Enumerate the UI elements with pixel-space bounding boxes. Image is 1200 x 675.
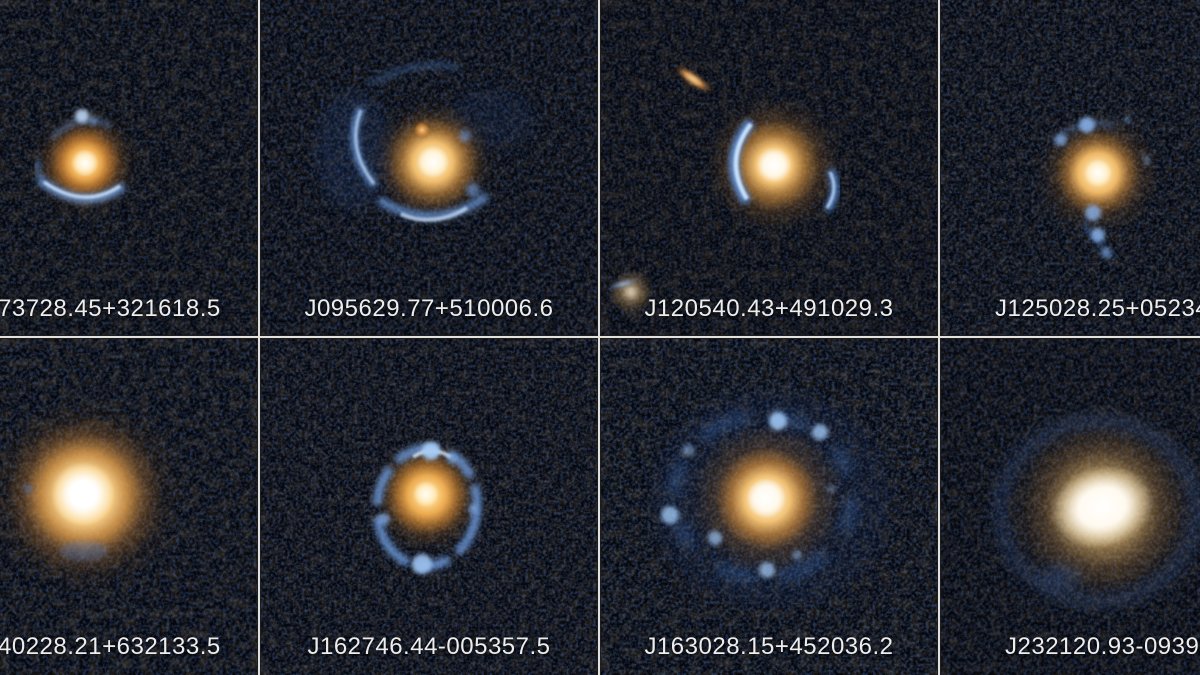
ring-knot-top (75, 109, 89, 123)
lens-panel-4: J125028.25+052349 (941, 0, 1200, 335)
einstein-ring-arcs (993, 414, 1200, 608)
ring-knot-upper-right (1123, 116, 1131, 124)
einstein-ring-arcs (1050, 116, 1151, 261)
lens-galaxy-core (746, 478, 786, 518)
ring-arc-right-bright (825, 171, 836, 209)
panel-label: J095629.77+510006.6 (304, 295, 554, 322)
ring-arc-bottom-faint (60, 541, 108, 561)
einstein-ring-arcs (661, 412, 856, 582)
lens-galaxy-core (1084, 159, 1112, 187)
ring-knot-bottom3 (1101, 248, 1111, 258)
ring-arc-left-bright (733, 122, 753, 201)
lens-panel-5: 40228.21+632133.5 (0, 339, 257, 675)
ring-knot-lower-left (708, 531, 722, 545)
faint-blue-rim (993, 414, 1200, 608)
ring-knot-top (769, 412, 787, 430)
ring-arc-lower-faint (1080, 220, 1116, 261)
panel-label: J162746.44-005357.5 (307, 633, 551, 660)
lens-panel-8: J232120.93-093910 (941, 339, 1200, 675)
lens-panel-1: 73728.45+321618.5 (0, 0, 257, 335)
ring-knot-right (1143, 156, 1151, 164)
ring-arc-bottom (376, 192, 490, 221)
lens-galaxy-core (756, 147, 792, 183)
einstein-ring-arcs (34, 109, 127, 203)
lens-galaxy-core (417, 146, 449, 178)
ring-knot-left (378, 513, 390, 525)
panel-label: J232120.93-093910 (1005, 633, 1200, 660)
lens-panel-7: J163028.15+452036.2 (601, 339, 937, 675)
faint-blue-patch (1041, 564, 1081, 588)
lens-panel-3: J120540.43+491029.3 (601, 0, 937, 335)
einstein-ring-arcs (350, 61, 490, 222)
einstein-ring-arcs (729, 118, 839, 213)
ring-knot-bottom1 (1085, 205, 1101, 221)
panel-label: J125028.25+052349 (995, 295, 1200, 322)
ring-knot-bottom (412, 554, 432, 574)
ring-knot-top (1079, 117, 1095, 133)
ring-knot-upper-left (1055, 134, 1067, 146)
ring-knot-bottom (759, 562, 775, 578)
ring-arc-upper-faint (369, 61, 460, 87)
ring-knot-left (661, 506, 679, 524)
lens-galaxy-core (71, 149, 99, 177)
ring-knot-upper-left (682, 444, 694, 456)
ring-knot-upper-right (812, 424, 828, 440)
einstein-ring (670, 412, 856, 582)
panel-label: 73728.45+321618.5 (0, 295, 221, 322)
einstein-ring (372, 443, 482, 571)
einstein-ring-arcs (23, 484, 108, 561)
einstein-ring-arcs (372, 442, 482, 574)
panel-label: J163028.15+452036.2 (644, 633, 894, 660)
ring-knot-right-lower (466, 183, 480, 197)
ring-arc-left-bright (354, 109, 376, 185)
sky-noise (601, 0, 937, 335)
ring-arc-bottom-bright (400, 206, 469, 222)
ring-knot-right-upper (459, 130, 471, 142)
ring-knot-right (827, 485, 835, 493)
lens-panel-6: J162746.44-005357.5 (261, 339, 597, 675)
ring-knot-upper-right (447, 454, 457, 464)
ring-knot-bottom2 (1091, 228, 1105, 242)
lens-panel-2: J095629.77+510006.6 (261, 0, 597, 335)
ring-arc-bottom-bright (42, 180, 121, 199)
ring-knot-small (89, 117, 97, 125)
panel-label: 40228.21+632133.5 (0, 633, 221, 660)
ring-knot-right (468, 504, 478, 514)
ring-knot-left (23, 484, 33, 494)
ring-knot-top (422, 442, 440, 460)
companion-galaxy (412, 120, 432, 140)
lens-galaxy-core (413, 481, 439, 507)
panel-label: J120540.43+491029.3 (644, 295, 894, 322)
lens-galaxy-core (51, 462, 115, 526)
ring-knot-lower-right (792, 550, 802, 560)
